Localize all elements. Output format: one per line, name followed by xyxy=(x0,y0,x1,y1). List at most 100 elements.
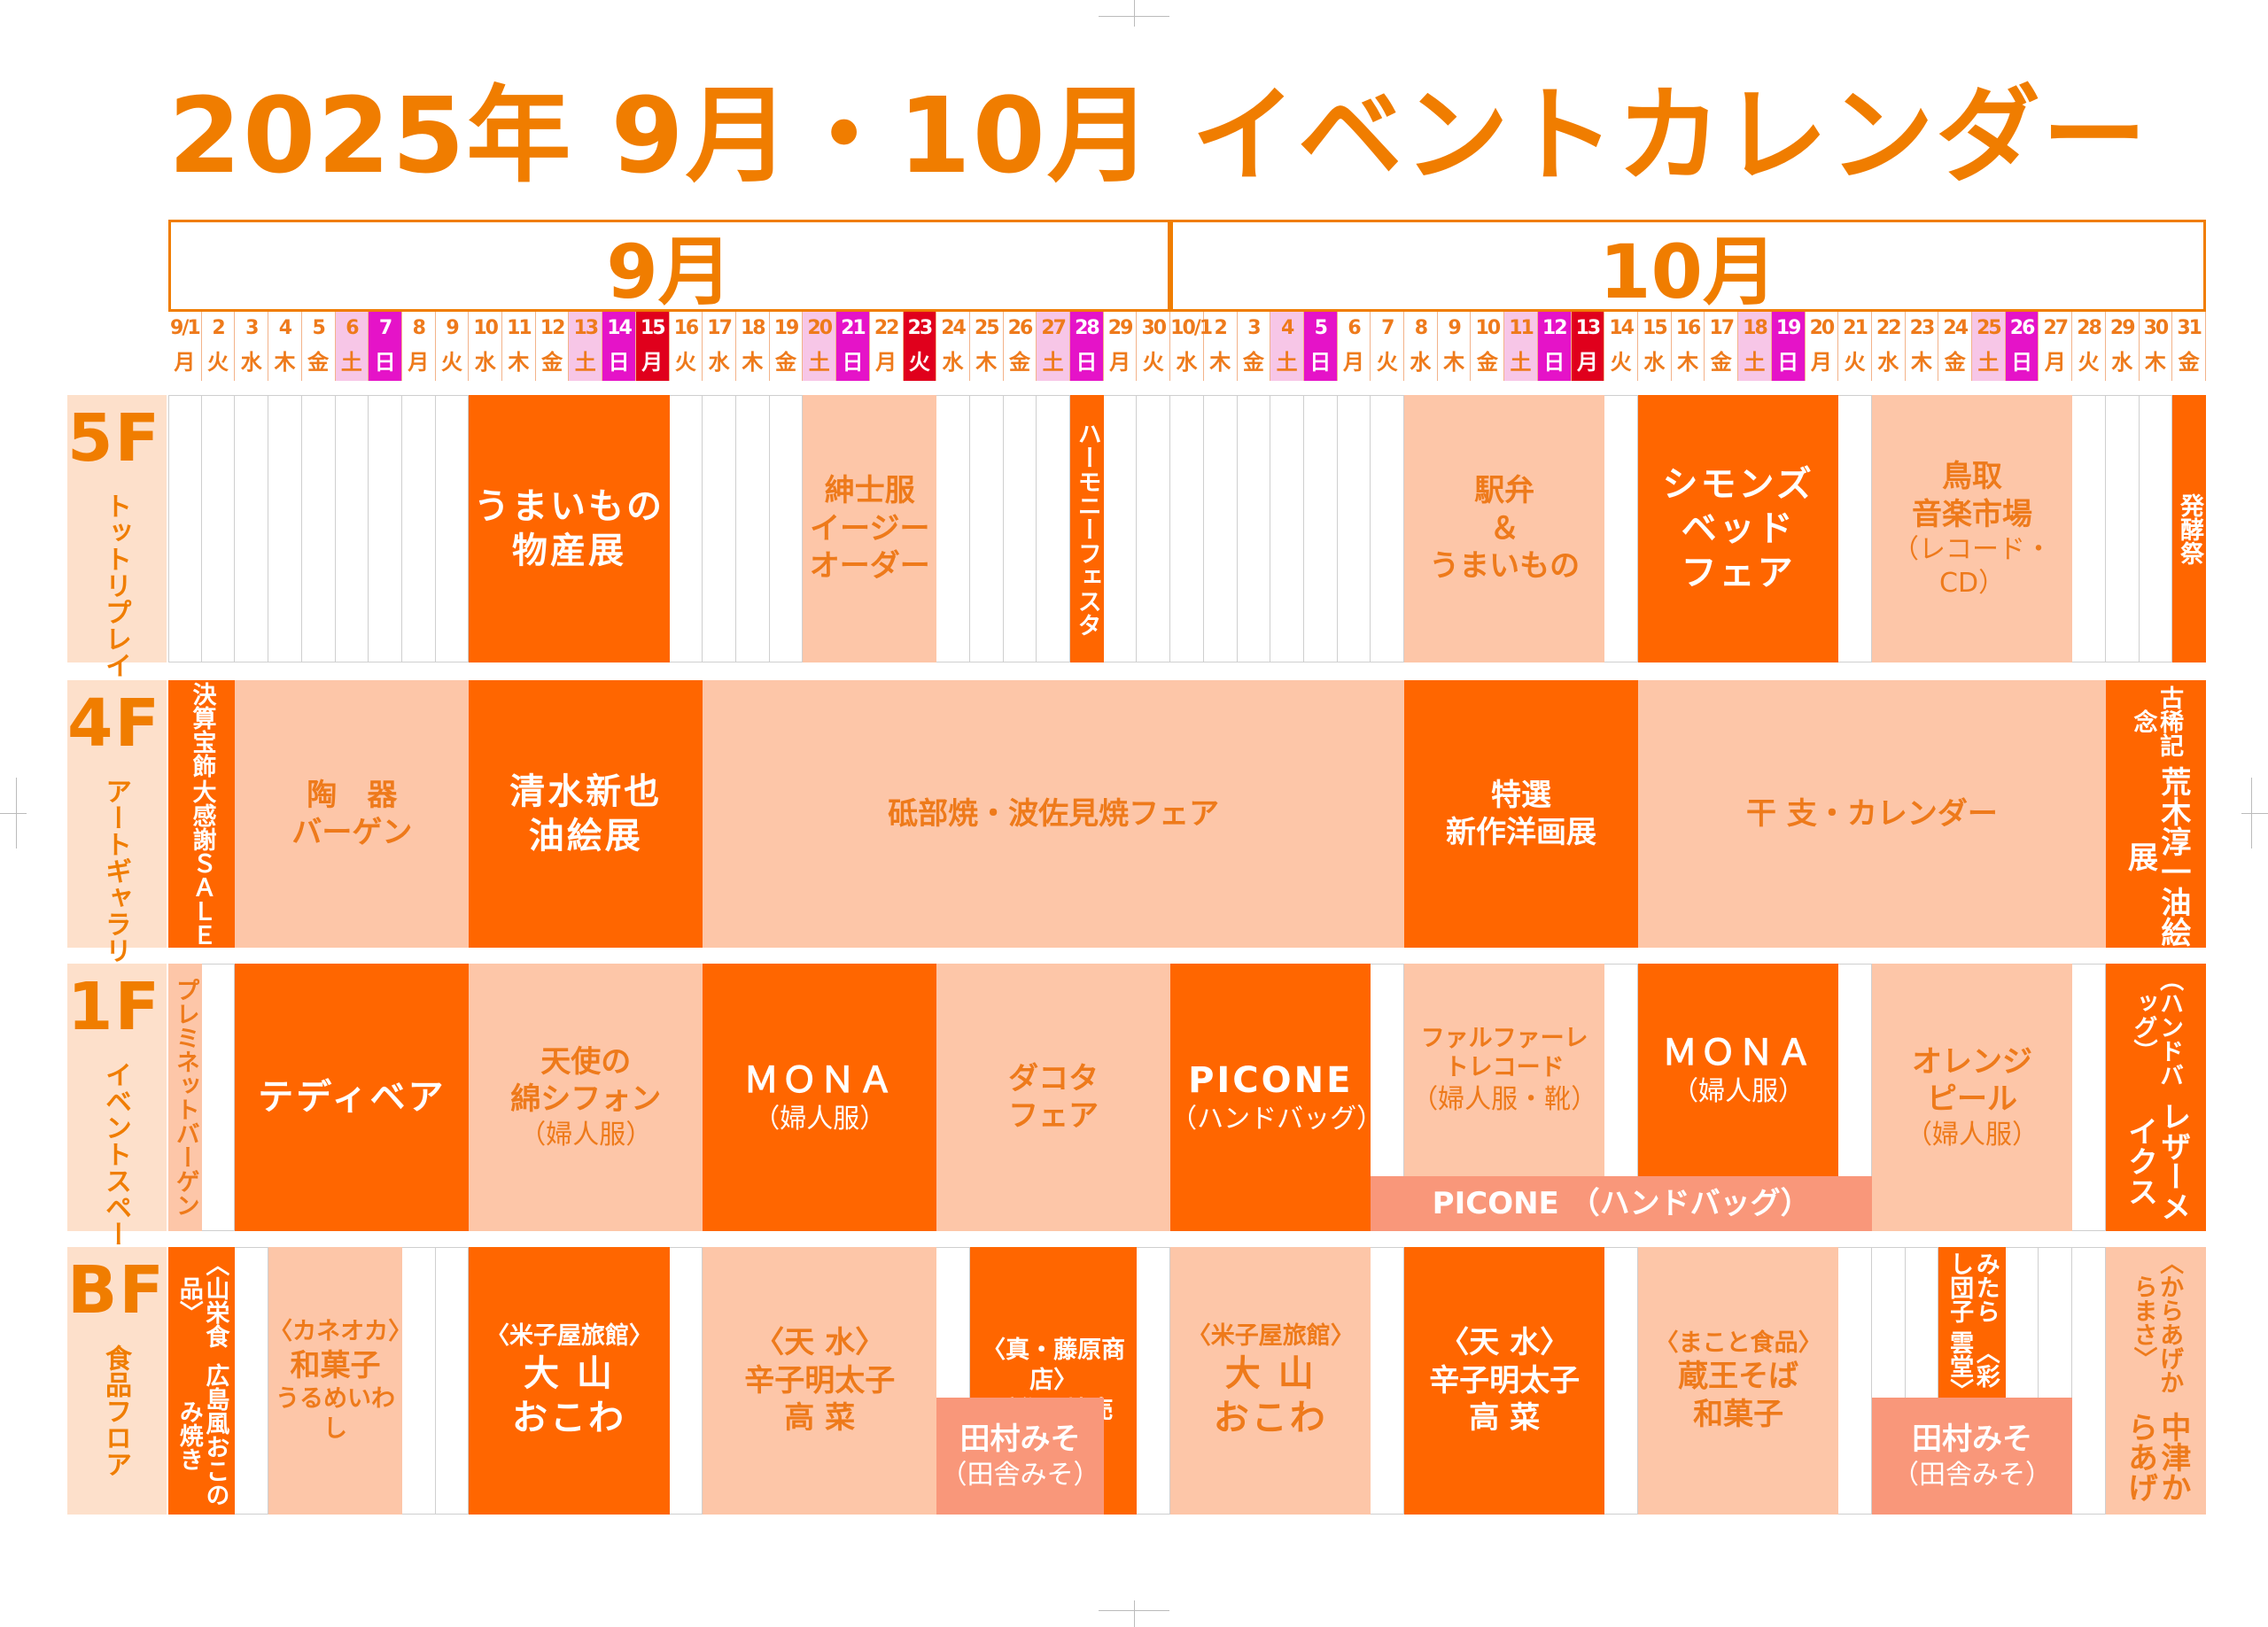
day-column xyxy=(1604,1247,1638,1515)
event-block[interactable]: 〈米子屋旅館〉大 山おこわ xyxy=(1170,1247,1371,1515)
event-block[interactable]: 天使の 綿シフォン （婦人服） xyxy=(469,964,703,1231)
day-column xyxy=(301,395,336,662)
day-number: 20 xyxy=(1809,317,1836,339)
event-block[interactable]: 大感謝ＳＡＬＥ 決算宝飾 xyxy=(168,680,236,948)
day-weekday: 金 xyxy=(1944,350,1966,375)
event-line: 〈山栄食品〉 xyxy=(175,1252,229,1348)
day-weekday: 月 xyxy=(1109,350,1131,375)
event-line: プレミネットバーゲン xyxy=(171,978,199,1217)
day-column xyxy=(669,1247,703,1515)
day-number: 10 xyxy=(1475,317,1502,339)
event-block[interactable]: PICONE （ハンドバッグ） xyxy=(1371,1176,1872,1231)
event-block[interactable]: ＭＯＮＡ （婦人服） xyxy=(1638,964,1839,1176)
event-line: （婦人服） xyxy=(519,1119,653,1151)
event-text: 発酵祭 xyxy=(2175,492,2203,565)
day-column xyxy=(201,395,236,662)
event-line: 田村みそ xyxy=(959,1422,1081,1457)
event-block[interactable]: 〈米子屋旅館〉大 山おこわ xyxy=(469,1247,670,1515)
event-block[interactable]: レザーメイクス （ハンドバッグ） xyxy=(2105,964,2206,1231)
event-text: 駅弁＆うまいもの xyxy=(1429,472,1580,585)
event-block[interactable]: オレンジ ピール （婦人服） xyxy=(1871,964,2073,1231)
day-cell: 16 木 xyxy=(1672,312,1705,381)
day-weekday: 火 xyxy=(674,350,696,375)
day-weekday: 木 xyxy=(1677,350,1699,375)
event-block[interactable]: テディベア xyxy=(235,964,470,1231)
day-cell: 19 日 xyxy=(1771,312,1806,381)
event-line: （婦人服・靴） xyxy=(1411,1084,1598,1115)
day-number: 9/1 xyxy=(170,317,201,339)
event-block[interactable]: 特選 新作洋画展 xyxy=(1404,680,1638,948)
event-block[interactable]: 荒木淳一油絵展 古稀記念 xyxy=(2105,680,2206,948)
event-block[interactable]: 紳士服 イージー オーダー xyxy=(803,395,937,662)
event-block[interactable]: 田村みそ （田舎みそ） xyxy=(1871,1398,2073,1515)
event-block[interactable]: 田村みそ （田舎みそ） xyxy=(936,1398,1104,1515)
event-line: 陶 器 xyxy=(307,777,398,813)
day-number: 4 xyxy=(278,317,292,339)
day-column xyxy=(2105,395,2140,662)
day-cell: 30 木 xyxy=(2140,312,2173,381)
day-cell: 24 金 xyxy=(1938,312,1973,381)
day-number: 16 xyxy=(673,317,700,339)
event-block[interactable]: ハーモニーフェスタ xyxy=(1070,395,1104,662)
event-block[interactable]: 〈天 水〉 辛子明太子高 菜 xyxy=(1404,1247,1605,1515)
event-block[interactable]: PICONE （ハンドバッグ） xyxy=(1170,964,1371,1231)
event-line: オーダー xyxy=(809,548,930,585)
day-weekday: 日 xyxy=(608,350,630,375)
day-cell: 11 木 xyxy=(502,312,536,381)
event-line: 新作洋画展 xyxy=(1446,815,1597,850)
event-block[interactable]: 広島風おこのみ焼き 〈山栄食品〉 xyxy=(168,1247,236,1515)
event-block[interactable]: 干 支・カレンダー xyxy=(1638,680,2106,948)
day-weekday: 日 xyxy=(842,350,864,375)
event-text: 砥部焼・波佐見焼フェア xyxy=(888,795,1219,833)
event-line: 鳥取 xyxy=(1942,459,2003,494)
floor-code: 4F xyxy=(67,686,162,762)
day-number: 6 xyxy=(346,317,359,339)
event-block[interactable]: 中津からあげ 〈からあげからまさ〉 xyxy=(2105,1247,2206,1515)
event-block[interactable]: うまいもの 物産展 xyxy=(469,395,670,662)
day-cell: 28 日 xyxy=(1070,312,1104,381)
day-number: 29 xyxy=(2109,317,2136,339)
event-block[interactable]: 発酵祭 xyxy=(2172,395,2206,662)
event-block[interactable]: 駅弁＆うまいもの xyxy=(1404,395,1605,662)
event-text: 〈まこと食品〉 蔵王そば 和菓子 xyxy=(1655,1329,1822,1434)
event-line: フェア xyxy=(1008,1098,1099,1134)
floor-name: 食品フロア xyxy=(100,1344,131,1477)
event-line: レザーメイクス xyxy=(2122,1101,2191,1222)
event-block[interactable]: 〈カネオカ〉 和菓子 うるめいわし xyxy=(268,1247,402,1515)
event-block[interactable]: 〈天 水〉 辛子明太子高 菜 xyxy=(703,1247,937,1515)
event-block[interactable]: 〈彩雲堂〉 みたらし団子 xyxy=(1938,1247,2006,1398)
event-line: PICONE （ハンドバッグ） xyxy=(1432,1185,1811,1221)
day-column xyxy=(401,395,436,662)
day-column xyxy=(1337,395,1371,662)
event-line: 〈まこと食品〉 xyxy=(1654,1329,1822,1357)
event-block[interactable]: プレミネットバーゲン xyxy=(168,964,202,1231)
event-block[interactable]: 鳥取 音楽市場 （レコード・CD） xyxy=(1871,395,2073,662)
crop-mark xyxy=(2241,813,2268,814)
event-line: PICONE xyxy=(1188,1060,1354,1102)
day-cell: 28 火 xyxy=(2072,312,2106,381)
day-column xyxy=(1003,395,1037,662)
event-block[interactable]: 清水新也 油絵展 xyxy=(469,680,703,948)
day-number: 24 xyxy=(941,317,967,339)
event-block[interactable]: 〈まこと食品〉 蔵王そば 和菓子 xyxy=(1638,1247,1839,1515)
day-number: 20 xyxy=(807,317,833,339)
day-weekday: 日 xyxy=(1543,350,1565,375)
day-cell: 27 月 xyxy=(2039,312,2073,381)
event-block[interactable]: ダコタ フェア xyxy=(936,964,1171,1231)
event-line: 清水新也 xyxy=(509,771,663,812)
event-block[interactable]: 砥部焼・波佐見焼フェア xyxy=(703,680,1405,948)
event-block[interactable]: ＭＯＮＡ （婦人服） xyxy=(703,964,937,1231)
event-line: 発酵祭 xyxy=(2175,492,2203,565)
event-block[interactable]: シモンズ ベッド フェア xyxy=(1638,395,1839,662)
day-cell: 31 金 xyxy=(2172,312,2206,381)
day-cell: 24 水 xyxy=(936,312,970,381)
event-line: ピール xyxy=(1927,1081,2018,1118)
event-block[interactable]: ファルファーレ トレコード （婦人服・靴） xyxy=(1404,964,1605,1176)
event-block[interactable]: 陶 器バーゲン xyxy=(235,680,470,948)
event-line: 〈彩雲堂〉 xyxy=(1946,1329,2000,1398)
day-cell: 9/1 月 xyxy=(168,312,202,381)
